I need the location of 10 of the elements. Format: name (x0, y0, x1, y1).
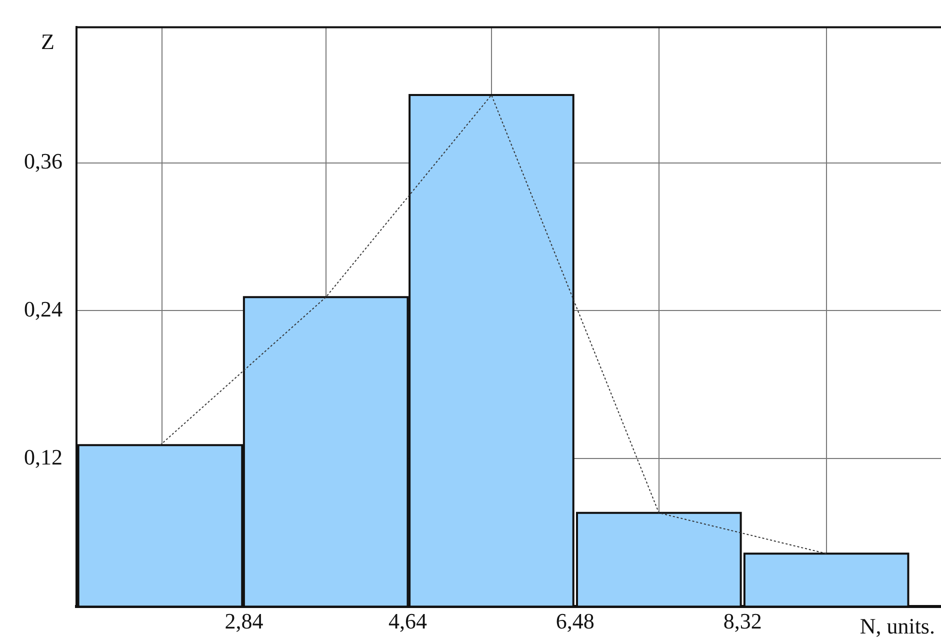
y-tick-label: 0,12 (24, 444, 62, 470)
line-series (160, 94, 827, 554)
x-tick-label: 2,84 (224, 608, 264, 634)
y-axis-title: Z (41, 28, 54, 54)
x-axis-title: N, units. (860, 613, 935, 638)
y-tick-label: 0,36 (24, 148, 62, 174)
y-tick-label: 0,24 (24, 296, 62, 322)
x-tick-label: 6,48 (556, 608, 594, 634)
x-tick-label: 8,32 (723, 608, 762, 634)
x-tick-label: 4,64 (388, 608, 427, 634)
